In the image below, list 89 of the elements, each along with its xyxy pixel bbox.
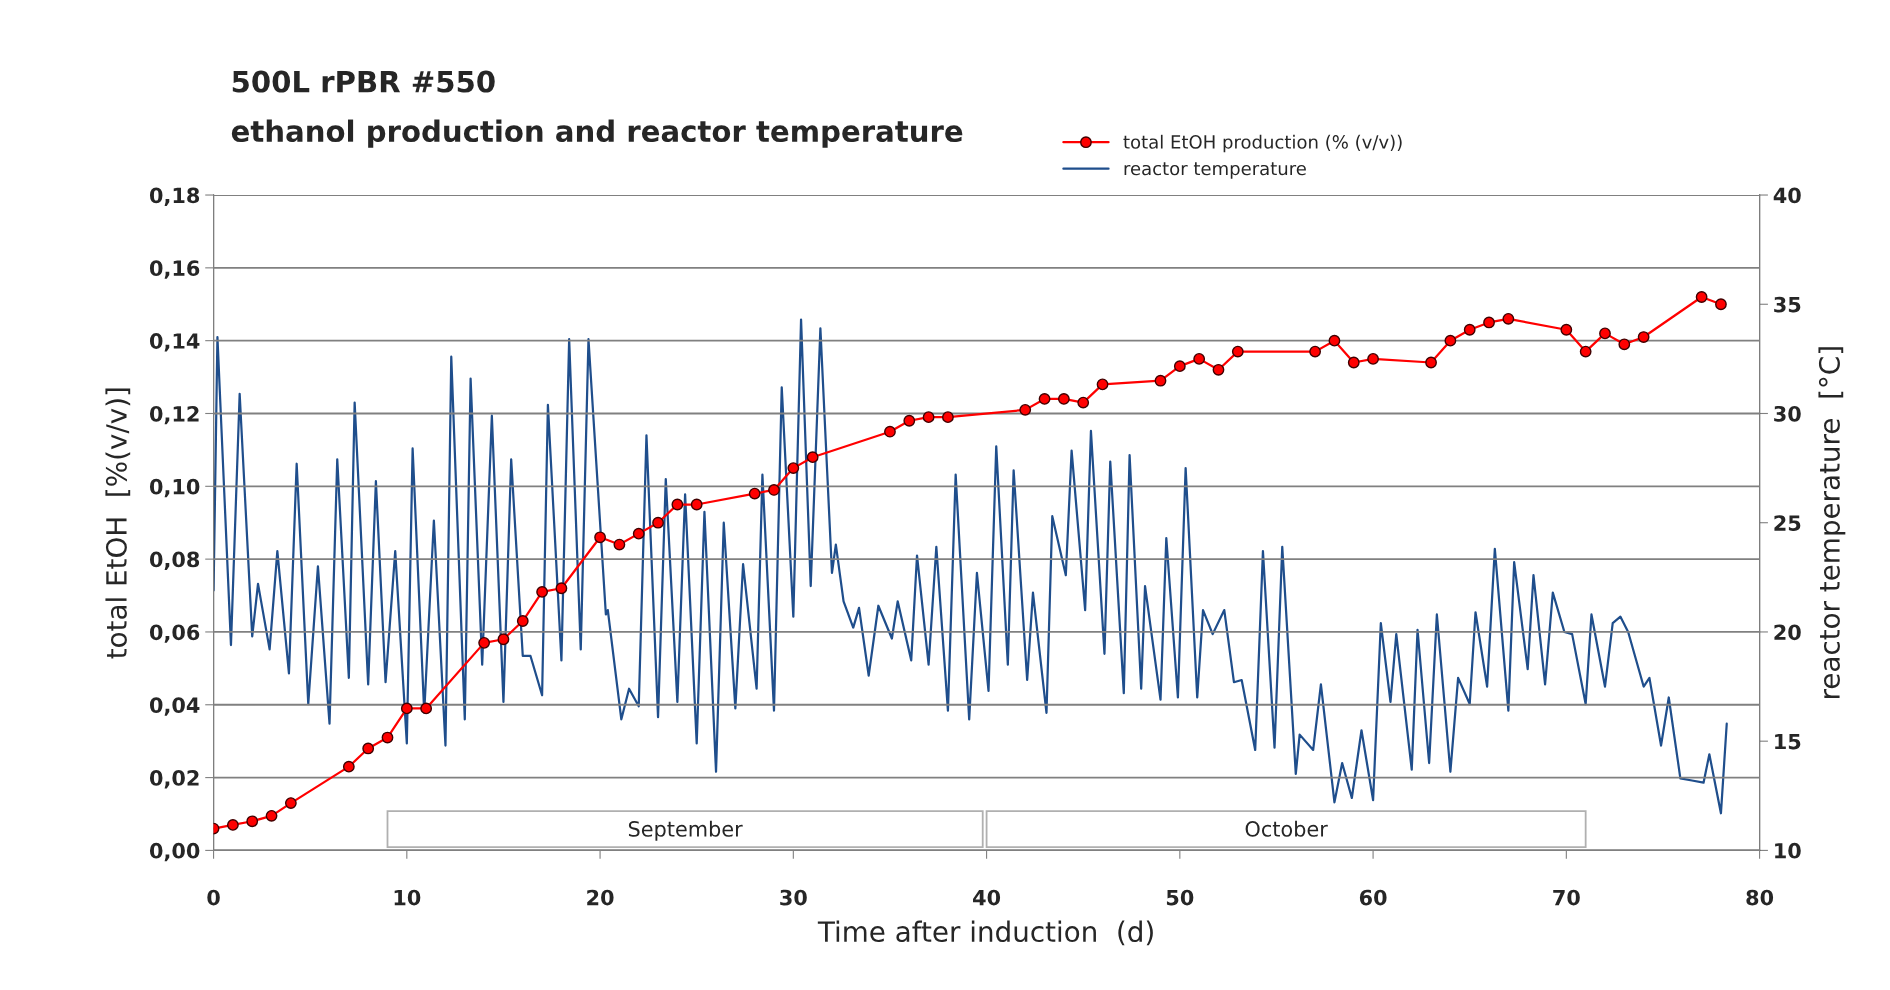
y-tick-label: 0,12 xyxy=(149,405,199,425)
point xyxy=(652,516,664,529)
point xyxy=(768,484,780,496)
point xyxy=(903,414,916,427)
x-tick-label: 20 xyxy=(587,889,614,906)
point xyxy=(1019,403,1032,416)
point xyxy=(632,527,645,540)
y2-tick-label: 25 xyxy=(1774,515,1801,531)
point xyxy=(400,702,413,715)
point xyxy=(1618,338,1631,351)
point xyxy=(1483,316,1495,329)
point xyxy=(1502,312,1515,325)
point xyxy=(1328,334,1341,347)
y-tick-label: 0,10 xyxy=(149,478,200,498)
y2-tick-label: 20 xyxy=(1774,624,1801,641)
point xyxy=(536,585,549,598)
point xyxy=(1637,331,1650,343)
point xyxy=(1579,345,1592,358)
y-tick-label: 0,04 xyxy=(149,697,200,716)
point xyxy=(1463,323,1476,336)
point xyxy=(1425,356,1437,369)
point xyxy=(1231,345,1244,358)
point xyxy=(1173,360,1186,373)
point xyxy=(1212,363,1225,376)
point xyxy=(1096,378,1109,391)
y2-tick-label: 30 xyxy=(1774,405,1801,422)
x-tick-label: 40 xyxy=(973,889,1001,906)
y-tick-label: 0,02 xyxy=(149,770,199,789)
point xyxy=(613,538,626,551)
point xyxy=(1560,323,1573,336)
point xyxy=(1038,393,1051,405)
point xyxy=(497,633,510,646)
y2-tick-label: 15 xyxy=(1775,733,1801,750)
point xyxy=(690,498,703,511)
y-tick-label: 0,14 xyxy=(149,333,200,352)
point xyxy=(787,462,800,475)
point xyxy=(884,425,896,438)
point xyxy=(1077,396,1090,409)
point xyxy=(1367,352,1379,365)
x-tick-label: 50 xyxy=(1166,889,1194,906)
point xyxy=(246,815,259,828)
y-tick-label: 0,00 xyxy=(149,842,200,862)
point xyxy=(226,819,239,831)
point xyxy=(1695,291,1708,303)
x-tick-label: 0 xyxy=(207,889,220,906)
legend-label: total EtOH production (% (v/v)) xyxy=(1123,134,1402,153)
y2-tick-label: 35 xyxy=(1774,296,1801,313)
y2-axis-title: reactor temperature [°C] xyxy=(1818,347,1846,698)
x-tick-label: 80 xyxy=(1746,889,1774,906)
x-tick-label: 30 xyxy=(780,889,807,906)
point xyxy=(922,411,935,424)
y-tick-label: 0,06 xyxy=(149,624,200,643)
x-tick-label: 70 xyxy=(1553,889,1580,906)
point xyxy=(671,498,684,511)
point xyxy=(748,487,761,500)
chart-title: 500L rPBR #550 xyxy=(232,70,495,93)
band-label: October xyxy=(1245,820,1328,837)
y-tick-label: 0,18 xyxy=(149,187,200,206)
x-axis-title: Time after induction (d) xyxy=(817,920,1153,946)
point xyxy=(265,809,278,822)
point xyxy=(594,531,606,544)
point xyxy=(806,451,819,464)
point xyxy=(555,582,568,595)
y-axis-title: total EtOH [%(v/v)] xyxy=(105,388,131,659)
point xyxy=(1444,334,1457,347)
point xyxy=(516,615,529,627)
point xyxy=(478,636,491,649)
point xyxy=(362,742,375,755)
point xyxy=(284,797,297,809)
point xyxy=(942,411,954,424)
point xyxy=(1193,352,1206,365)
legend-label: reactor temperature xyxy=(1124,162,1306,179)
point xyxy=(1309,345,1322,358)
y-tick-label: 0,16 xyxy=(149,260,200,279)
x-tick-label: 10 xyxy=(394,889,421,906)
point xyxy=(342,760,355,773)
point xyxy=(1715,298,1727,311)
point xyxy=(381,731,394,744)
y2-tick-label: 40 xyxy=(1773,187,1801,204)
chart-subtitle: ethanol production and reactor temperature xyxy=(231,119,963,148)
point xyxy=(1154,374,1167,387)
y2-tick-label: 10 xyxy=(1775,842,1801,859)
point xyxy=(1347,356,1360,369)
band-label: September xyxy=(628,820,743,841)
point xyxy=(420,702,433,715)
point xyxy=(1057,393,1070,405)
y-tick-label: 0,08 xyxy=(149,551,200,570)
point xyxy=(1599,327,1611,340)
x-tick-label: 60 xyxy=(1359,889,1387,906)
